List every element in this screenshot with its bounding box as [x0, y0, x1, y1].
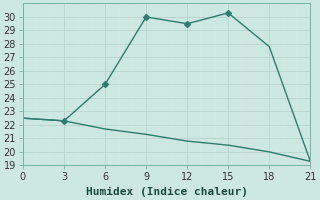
X-axis label: Humidex (Indice chaleur): Humidex (Indice chaleur) [86, 186, 248, 197]
